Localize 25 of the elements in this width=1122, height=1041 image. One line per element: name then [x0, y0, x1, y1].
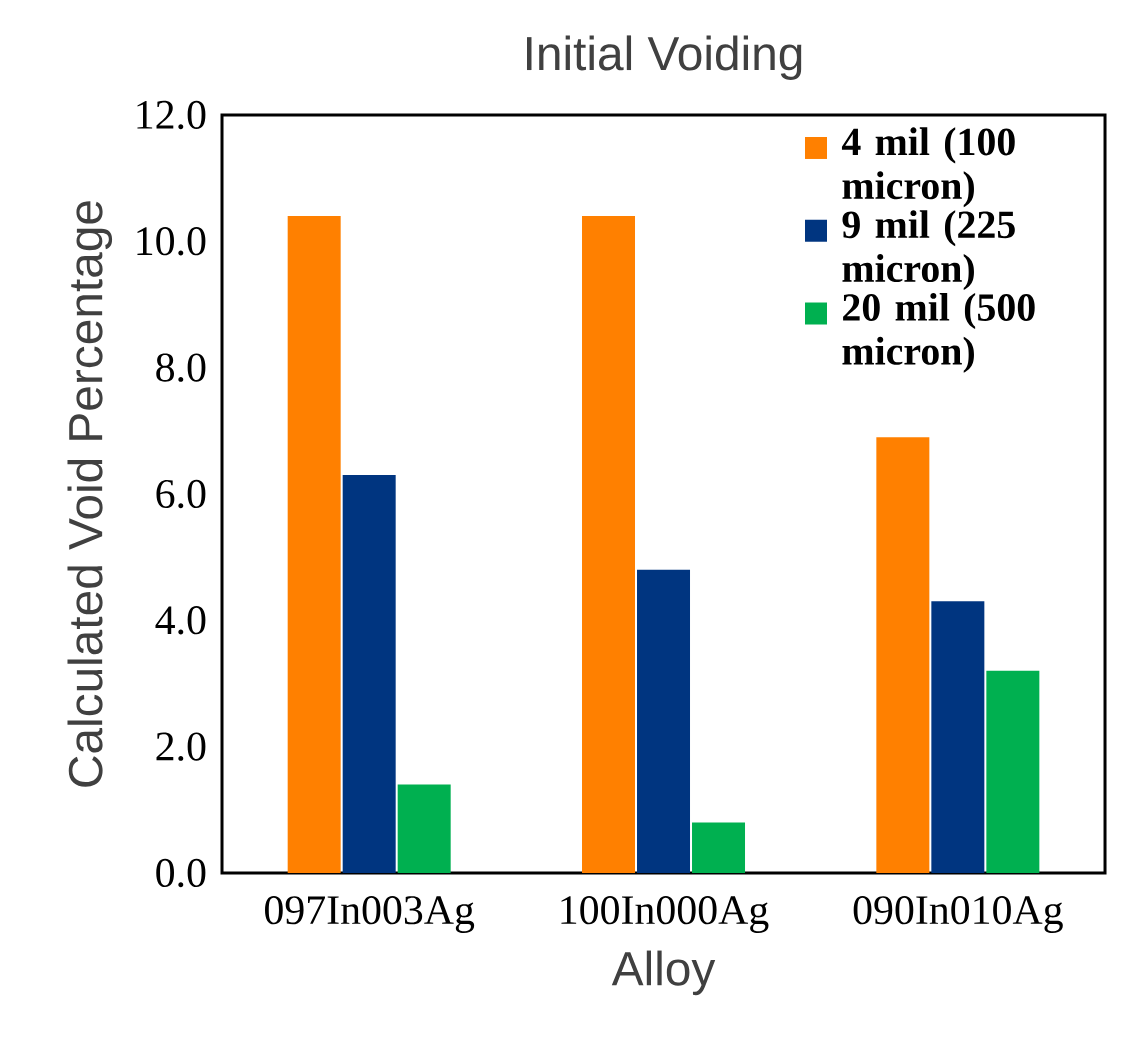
- bar: [397, 784, 451, 873]
- x-axis-title: Alloy: [611, 950, 716, 996]
- bar: [692, 822, 746, 873]
- bar: [876, 437, 930, 873]
- legend-label: 4 mil (100 micron): [841, 127, 1015, 208]
- bar: [637, 569, 691, 873]
- y-axis-title: Calculated Void Percentage: [67, 201, 113, 787]
- bar: [342, 475, 396, 873]
- chart-title: Initial Voiding: [527, 35, 802, 80]
- y-tick-label: 12.0: [137, 100, 206, 130]
- y-tick-label: 10.0: [137, 227, 206, 256]
- y-tick-label: 4.0: [155, 606, 206, 635]
- x-tick-label: 097In003Ag: [265, 896, 475, 933]
- bar: [582, 216, 636, 873]
- y-tick-label: 2.0: [156, 732, 206, 761]
- bar: [931, 601, 985, 873]
- y-tick-label: 0.0: [156, 858, 206, 888]
- legend-label: 9 mil (225 micron): [842, 210, 1015, 291]
- y-tick-label: 8.0: [156, 353, 206, 382]
- x-tick-label: 090In010Ag: [853, 896, 1063, 933]
- y-tick-label: 6.0: [156, 479, 206, 509]
- bar: [287, 216, 341, 873]
- bar: [986, 670, 1040, 873]
- x-tick-label: 100In000Ag: [561, 896, 769, 933]
- legend-label: 20 mil (500 micron): [842, 292, 1035, 373]
